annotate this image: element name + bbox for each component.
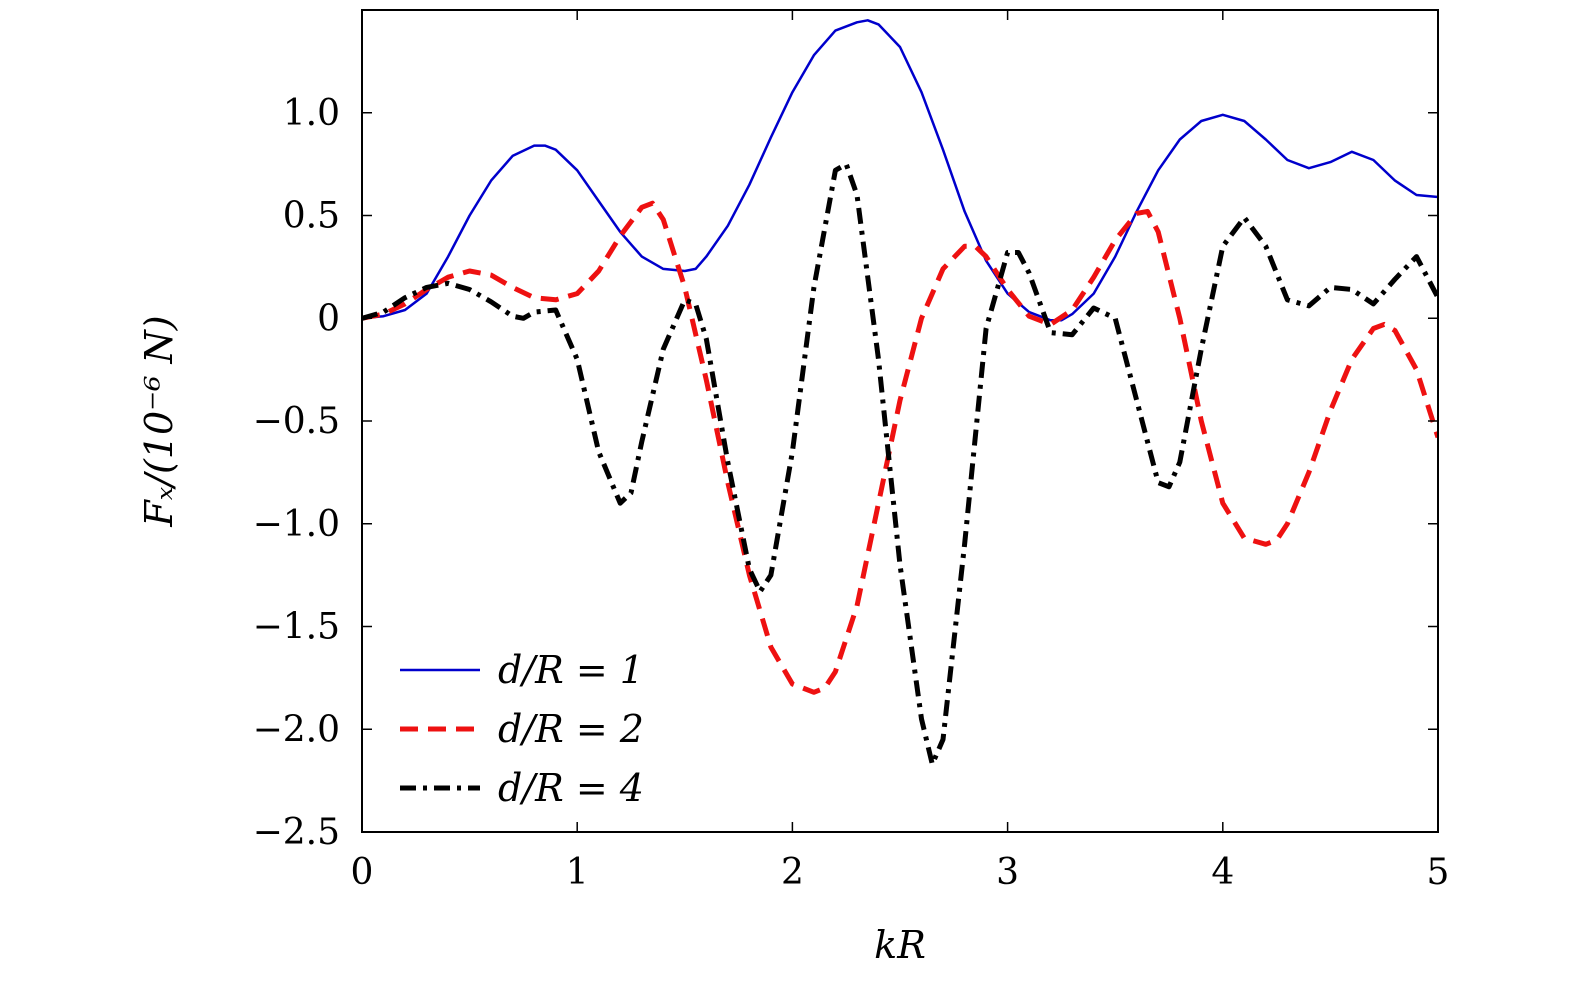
ticks-layer: 0 1 2 3 4 5 −2.5 −2.0 −1.5 −1.0 −0.5 0 0.5 1.0 bbox=[253, 10, 1450, 893]
x-tick-label: 0 bbox=[351, 852, 374, 893]
x-tick-label: 2 bbox=[781, 852, 804, 893]
legend-label-3: d/R = 4 bbox=[498, 766, 644, 810]
y-tick-label: −1.5 bbox=[253, 607, 340, 648]
y-tick-label: 0.5 bbox=[283, 196, 340, 237]
x-tick-label: 4 bbox=[1211, 852, 1234, 893]
series-line-2 bbox=[362, 200, 1438, 695]
series-line-1 bbox=[362, 19, 1438, 322]
series-line-3 bbox=[362, 161, 1438, 767]
y-axis-label: Fₓ/(10⁻⁶ N) bbox=[137, 315, 181, 527]
y-tick-label: −2.5 bbox=[253, 812, 340, 853]
y-tick-label: 0 bbox=[317, 298, 340, 339]
legend: d/R = 1 d/R = 2 d/R = 4 bbox=[400, 648, 644, 810]
legend-label-1: d/R = 1 bbox=[498, 648, 644, 692]
legend-label-2: d/R = 2 bbox=[498, 707, 644, 751]
series-layer bbox=[362, 19, 1438, 767]
y-tick-label: −2.0 bbox=[253, 709, 340, 750]
x-tick-label: 3 bbox=[996, 852, 1019, 893]
y-tick-label: −0.5 bbox=[253, 401, 340, 442]
y-tick-label: 1.0 bbox=[283, 93, 340, 134]
x-tick-label: 5 bbox=[1427, 852, 1450, 893]
x-tick-label: 1 bbox=[566, 852, 589, 893]
y-tick-label: −1.0 bbox=[253, 504, 340, 545]
x-axis-label: kR bbox=[874, 923, 926, 967]
